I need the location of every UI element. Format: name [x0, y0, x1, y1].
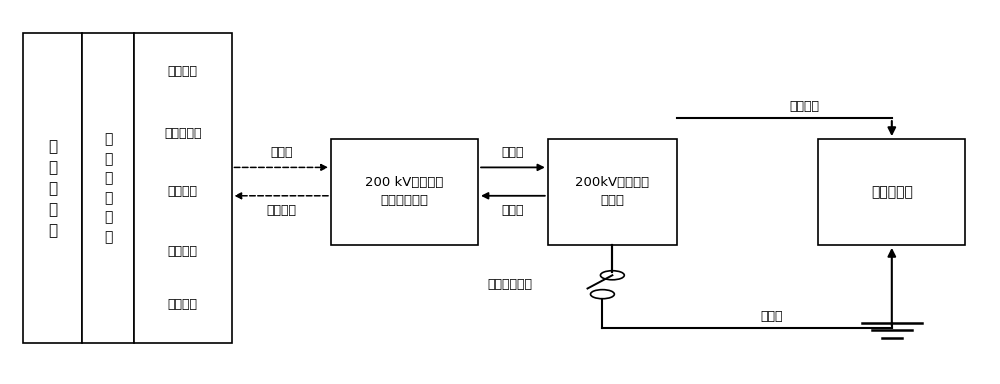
Text: 200kV直流高压
发生器: 200kV直流高压 发生器 — [575, 177, 649, 207]
Bar — [134, 33, 232, 343]
Text: 200 kV直流高压
发生器控制箱: 200 kV直流高压 发生器控制箱 — [365, 177, 444, 207]
Bar — [818, 139, 965, 245]
Text: 电压值: 电压值 — [502, 146, 524, 159]
Text: 触
摸
屏
控
制
器: 触 摸 屏 控 制 器 — [104, 132, 112, 244]
Text: 高压接地通断: 高压接地通断 — [488, 278, 533, 291]
Text: 间隔时间: 间隔时间 — [168, 298, 198, 311]
Text: 电流值: 电流值 — [502, 204, 524, 217]
Bar — [23, 33, 82, 343]
Bar — [548, 139, 677, 245]
Text: 综
合
控
制
台: 综 合 控 制 台 — [48, 139, 57, 238]
Text: 高压导线: 高压导线 — [789, 100, 819, 113]
Text: 高压电极杯: 高压电极杯 — [871, 185, 913, 199]
Text: 无线信号: 无线信号 — [266, 204, 296, 217]
Text: 接地线: 接地线 — [761, 310, 783, 323]
Text: 升压速率: 升压速率 — [168, 185, 198, 198]
Text: 试验次数: 试验次数 — [168, 245, 198, 258]
Text: 电压值: 电压值 — [270, 146, 292, 159]
Bar — [331, 139, 478, 245]
Text: 停止电压值: 停止电压值 — [164, 127, 202, 141]
Bar — [82, 33, 134, 343]
Text: 电压极性: 电压极性 — [168, 65, 198, 78]
